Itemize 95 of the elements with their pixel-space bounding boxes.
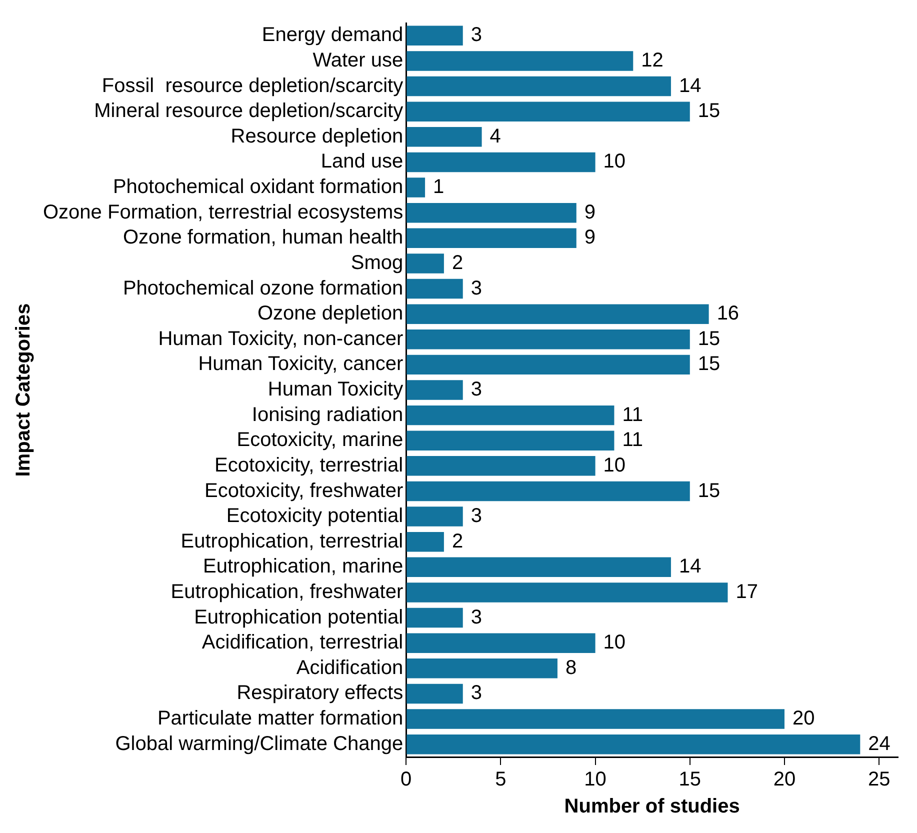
bar	[406, 430, 614, 450]
bar	[406, 254, 444, 274]
y-tick-label: Mineral resource depletion/scarcity	[94, 100, 404, 122]
bar	[406, 506, 463, 526]
bar	[406, 709, 784, 729]
x-tick-label: 0	[400, 768, 412, 791]
bar	[406, 532, 444, 552]
x-tick-label: 20	[773, 768, 796, 791]
bar	[406, 102, 690, 122]
data-label: 15	[698, 353, 720, 376]
data-label: 24	[868, 732, 890, 755]
y-tick-label: Acidification	[296, 656, 404, 679]
x-tick-label: 15	[678, 768, 702, 791]
bar	[406, 380, 463, 400]
x-tick-label: 5	[495, 768, 506, 791]
y-tick-label: Photochemical oxidant formation	[112, 176, 404, 198]
data-label: 20	[792, 708, 815, 730]
data-label: 12	[641, 49, 664, 72]
x-tick-label: 25	[868, 768, 890, 791]
data-label: 8	[565, 656, 577, 679]
y-tick-label: Energy demand	[262, 24, 404, 46]
data-label: 17	[736, 581, 758, 603]
bar	[406, 127, 482, 147]
data-label: 1	[433, 176, 444, 198]
y-tick-label: Human Toxicity, cancer	[198, 353, 404, 376]
data-label: 15	[698, 100, 720, 122]
data-label: 3	[470, 606, 482, 628]
y-tick-label: Ecotoxicity potential	[226, 505, 404, 528]
bar	[406, 582, 728, 602]
bar	[406, 481, 690, 502]
data-label: 15	[698, 480, 720, 502]
data-label: 3	[470, 378, 482, 401]
data-label: 3	[470, 277, 482, 300]
bar	[406, 304, 709, 324]
data-label: 2	[452, 530, 464, 552]
bar	[406, 76, 671, 96]
x-tick-label: 10	[584, 768, 606, 791]
y-tick-label: Human Toxicity, non-cancer	[158, 328, 404, 350]
y-tick-label: Photochemical ozone formation	[122, 277, 404, 300]
bar	[406, 354, 690, 375]
bar	[406, 456, 596, 476]
y-tick-label: Land use	[320, 150, 404, 173]
data-label: 14	[678, 74, 702, 97]
bar	[406, 178, 426, 198]
y-tick-label: Ionising radiation	[252, 404, 404, 426]
y-tick-label: Fossil resource depletion/scarcity	[102, 74, 404, 97]
data-label: 9	[584, 226, 596, 249]
data-label: 3	[470, 505, 482, 528]
y-tick-label: Eutrophication, marine	[203, 556, 404, 578]
bar	[406, 278, 463, 299]
data-label: 11	[622, 404, 643, 426]
y-tick-label: Ecotoxicity, freshwater	[204, 480, 404, 502]
y-tick-label: Smog	[350, 252, 404, 274]
bar	[406, 608, 463, 628]
bar	[406, 152, 596, 172]
y-tick-label: Acidification, terrestrial	[202, 632, 404, 654]
bar	[406, 405, 614, 426]
y-tick-label: Eutrophication, freshwater	[170, 581, 404, 603]
data-label: 3	[470, 24, 482, 46]
y-tick-label: Ecotoxicity, terrestrial	[214, 454, 404, 476]
y-tick-label: Human Toxicity	[268, 378, 404, 401]
bar	[406, 684, 463, 704]
y-tick-label: Global warming/Climate Change	[115, 732, 404, 755]
data-label: 4	[490, 125, 501, 148]
bar	[406, 26, 463, 46]
y-tick-label: Respiratory effects	[236, 682, 404, 704]
y-tick-label: Water use	[312, 49, 404, 72]
y-tick-label: Eutrophication potential	[194, 606, 404, 628]
bar	[406, 228, 576, 248]
bar	[406, 633, 596, 653]
bar	[406, 734, 860, 754]
bar	[406, 658, 558, 678]
bar	[406, 557, 671, 578]
data-label: 15	[698, 328, 720, 350]
bar	[406, 51, 634, 71]
y-tick-label: Ozone formation, human health	[122, 226, 404, 249]
y-tick-label: Particulate matter formation	[157, 708, 404, 730]
data-label: 10	[603, 150, 626, 173]
y-tick-label: Ozone Formation, terrestrial ecosystems	[42, 201, 404, 224]
y-axis-title: Impact Categories	[12, 303, 35, 477]
y-tick-label: Ecotoxicity, marine	[236, 429, 404, 452]
data-label: 3	[470, 682, 482, 704]
y-tick-label: Resource depletion	[230, 125, 404, 148]
data-label: 10	[603, 454, 626, 476]
data-label: 10	[603, 632, 626, 654]
x-axis-title: Number of studies	[564, 796, 740, 818]
data-label: 11	[622, 429, 643, 452]
bar	[406, 202, 576, 223]
y-tick-label: Ozone depletion	[257, 302, 404, 325]
y-tick-label: Eutrophication, terrestrial	[180, 530, 404, 552]
data-label: 14	[678, 556, 702, 578]
data-label: 16	[716, 302, 740, 325]
bar	[406, 330, 690, 350]
data-label: 9	[584, 201, 596, 224]
data-label: 2	[452, 252, 464, 274]
